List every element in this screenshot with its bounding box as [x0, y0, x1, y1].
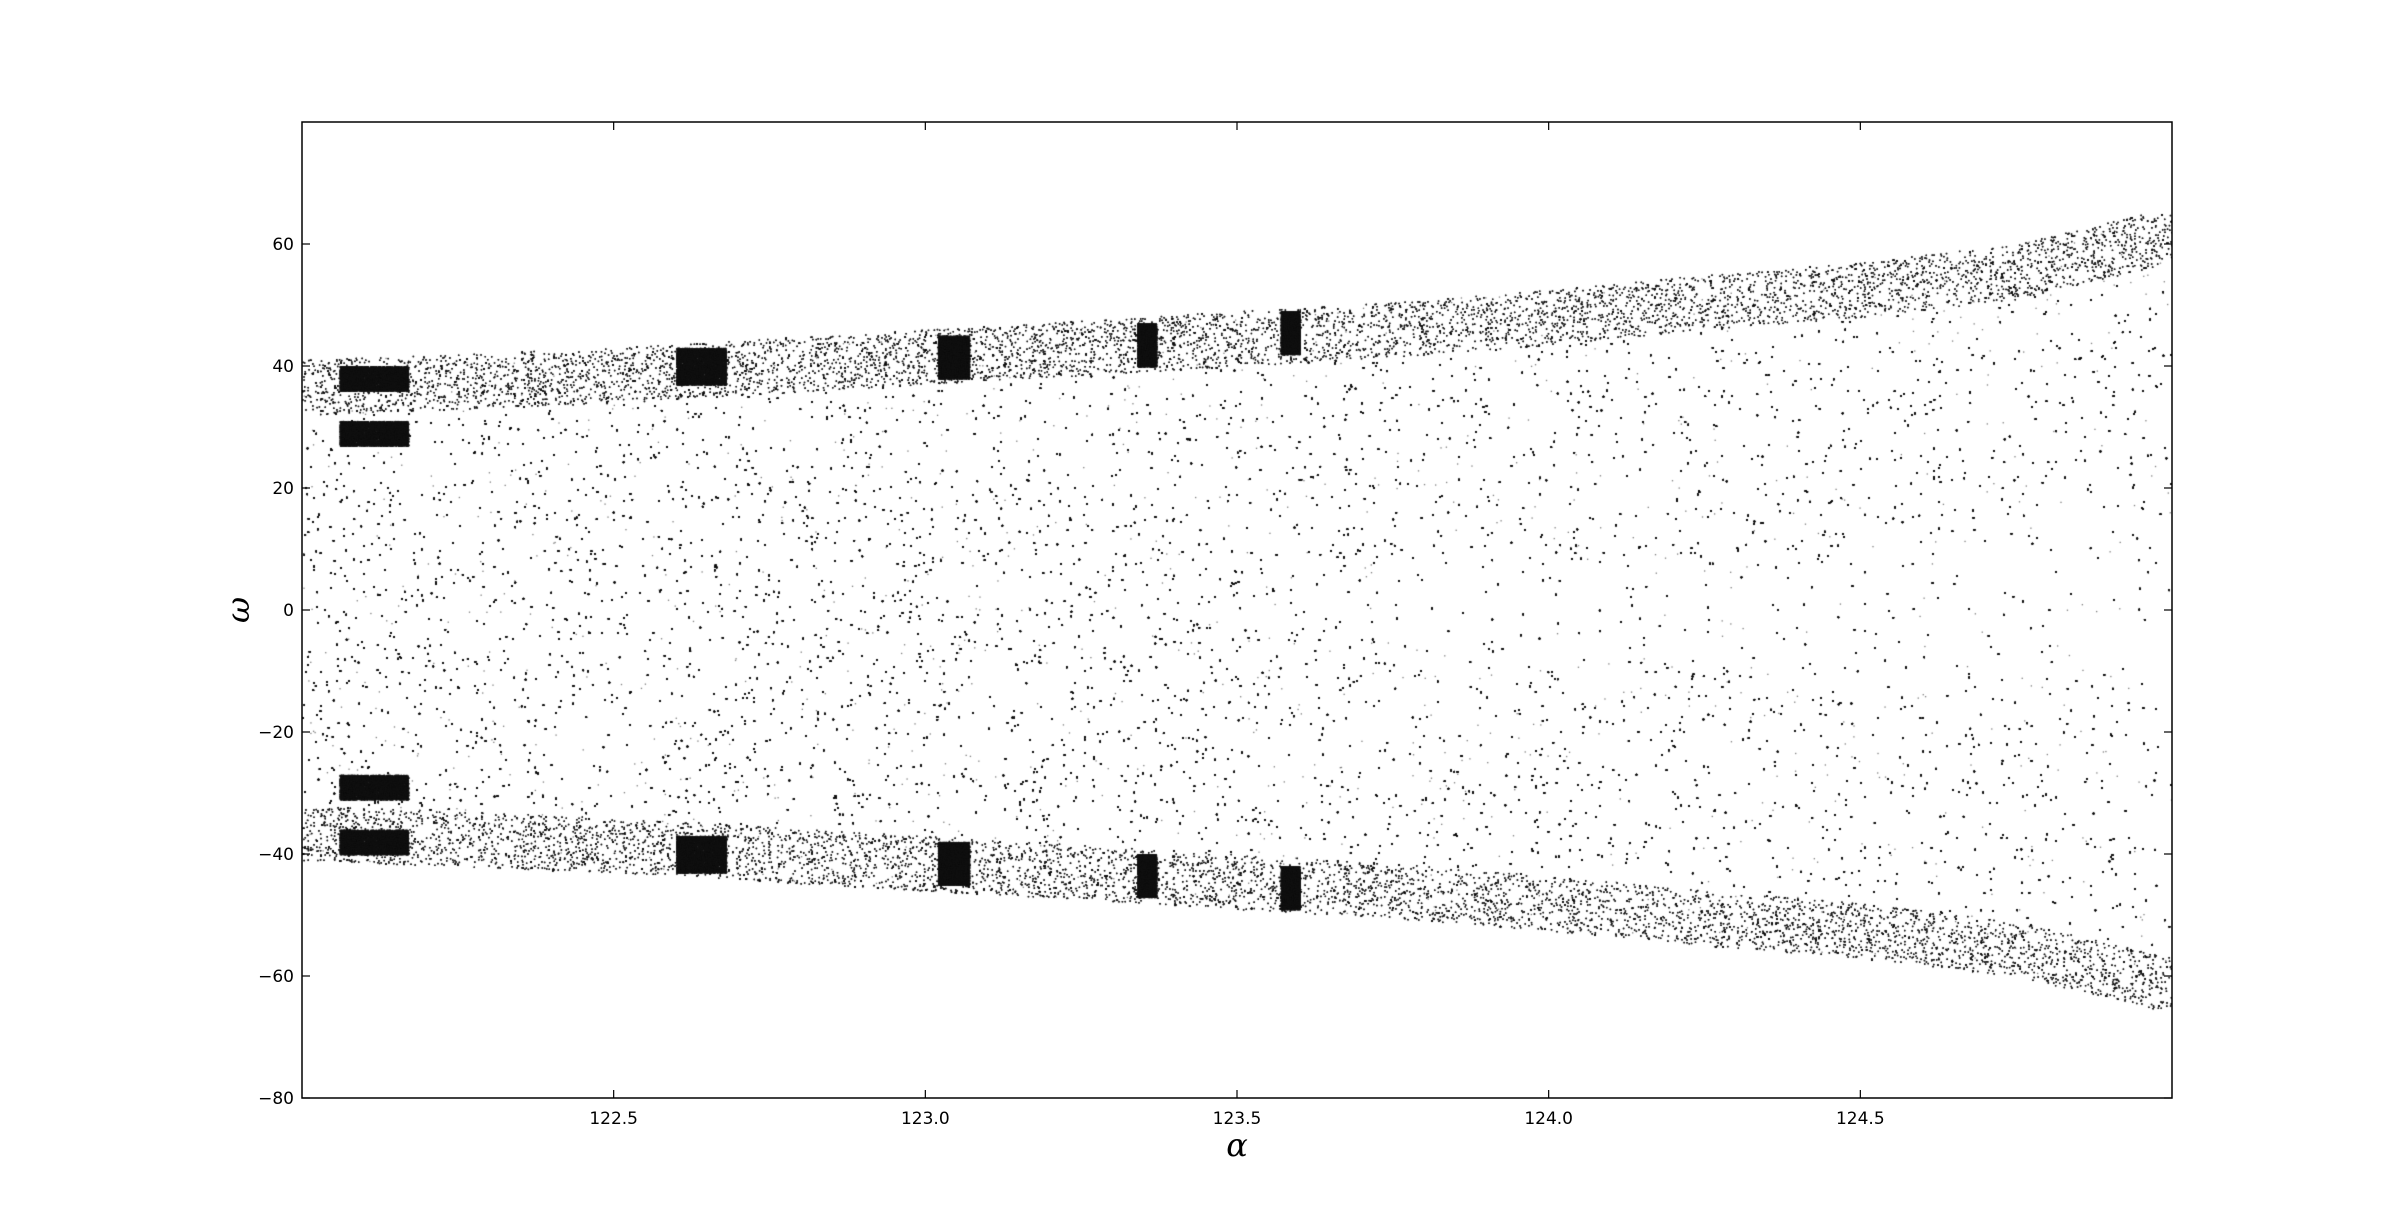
y-tick-label: −60 — [258, 967, 294, 987]
x-tick-label: 122.5 — [589, 1109, 638, 1129]
scatter-points — [302, 122, 2172, 1098]
y-tick-label: 0 — [283, 601, 294, 621]
y-axis-label: ω — [219, 597, 257, 623]
x-tick-label: 123.5 — [1213, 1109, 1262, 1129]
y-tick-label: −20 — [258, 723, 294, 743]
x-axis-ticks: 122.5 123.0 123.5 124.0 124.5 — [589, 122, 1885, 1129]
y-tick-label: 40 — [272, 357, 294, 377]
y-axis-ticks: 60 40 20 0 −20 −40 −60 −80 — [258, 235, 2172, 1109]
y-tick-label: 20 — [272, 479, 294, 499]
y-tick-label: 60 — [272, 235, 294, 255]
y-tick-label: −40 — [258, 845, 294, 865]
x-tick-label: 123.0 — [901, 1109, 950, 1129]
x-tick-label: 124.5 — [1836, 1109, 1885, 1129]
x-axis-label: α — [1226, 1126, 1248, 1164]
y-tick-label: −80 — [258, 1089, 294, 1109]
plot-frame — [301, 121, 2173, 1099]
x-tick-label: 124.0 — [1524, 1109, 1573, 1129]
